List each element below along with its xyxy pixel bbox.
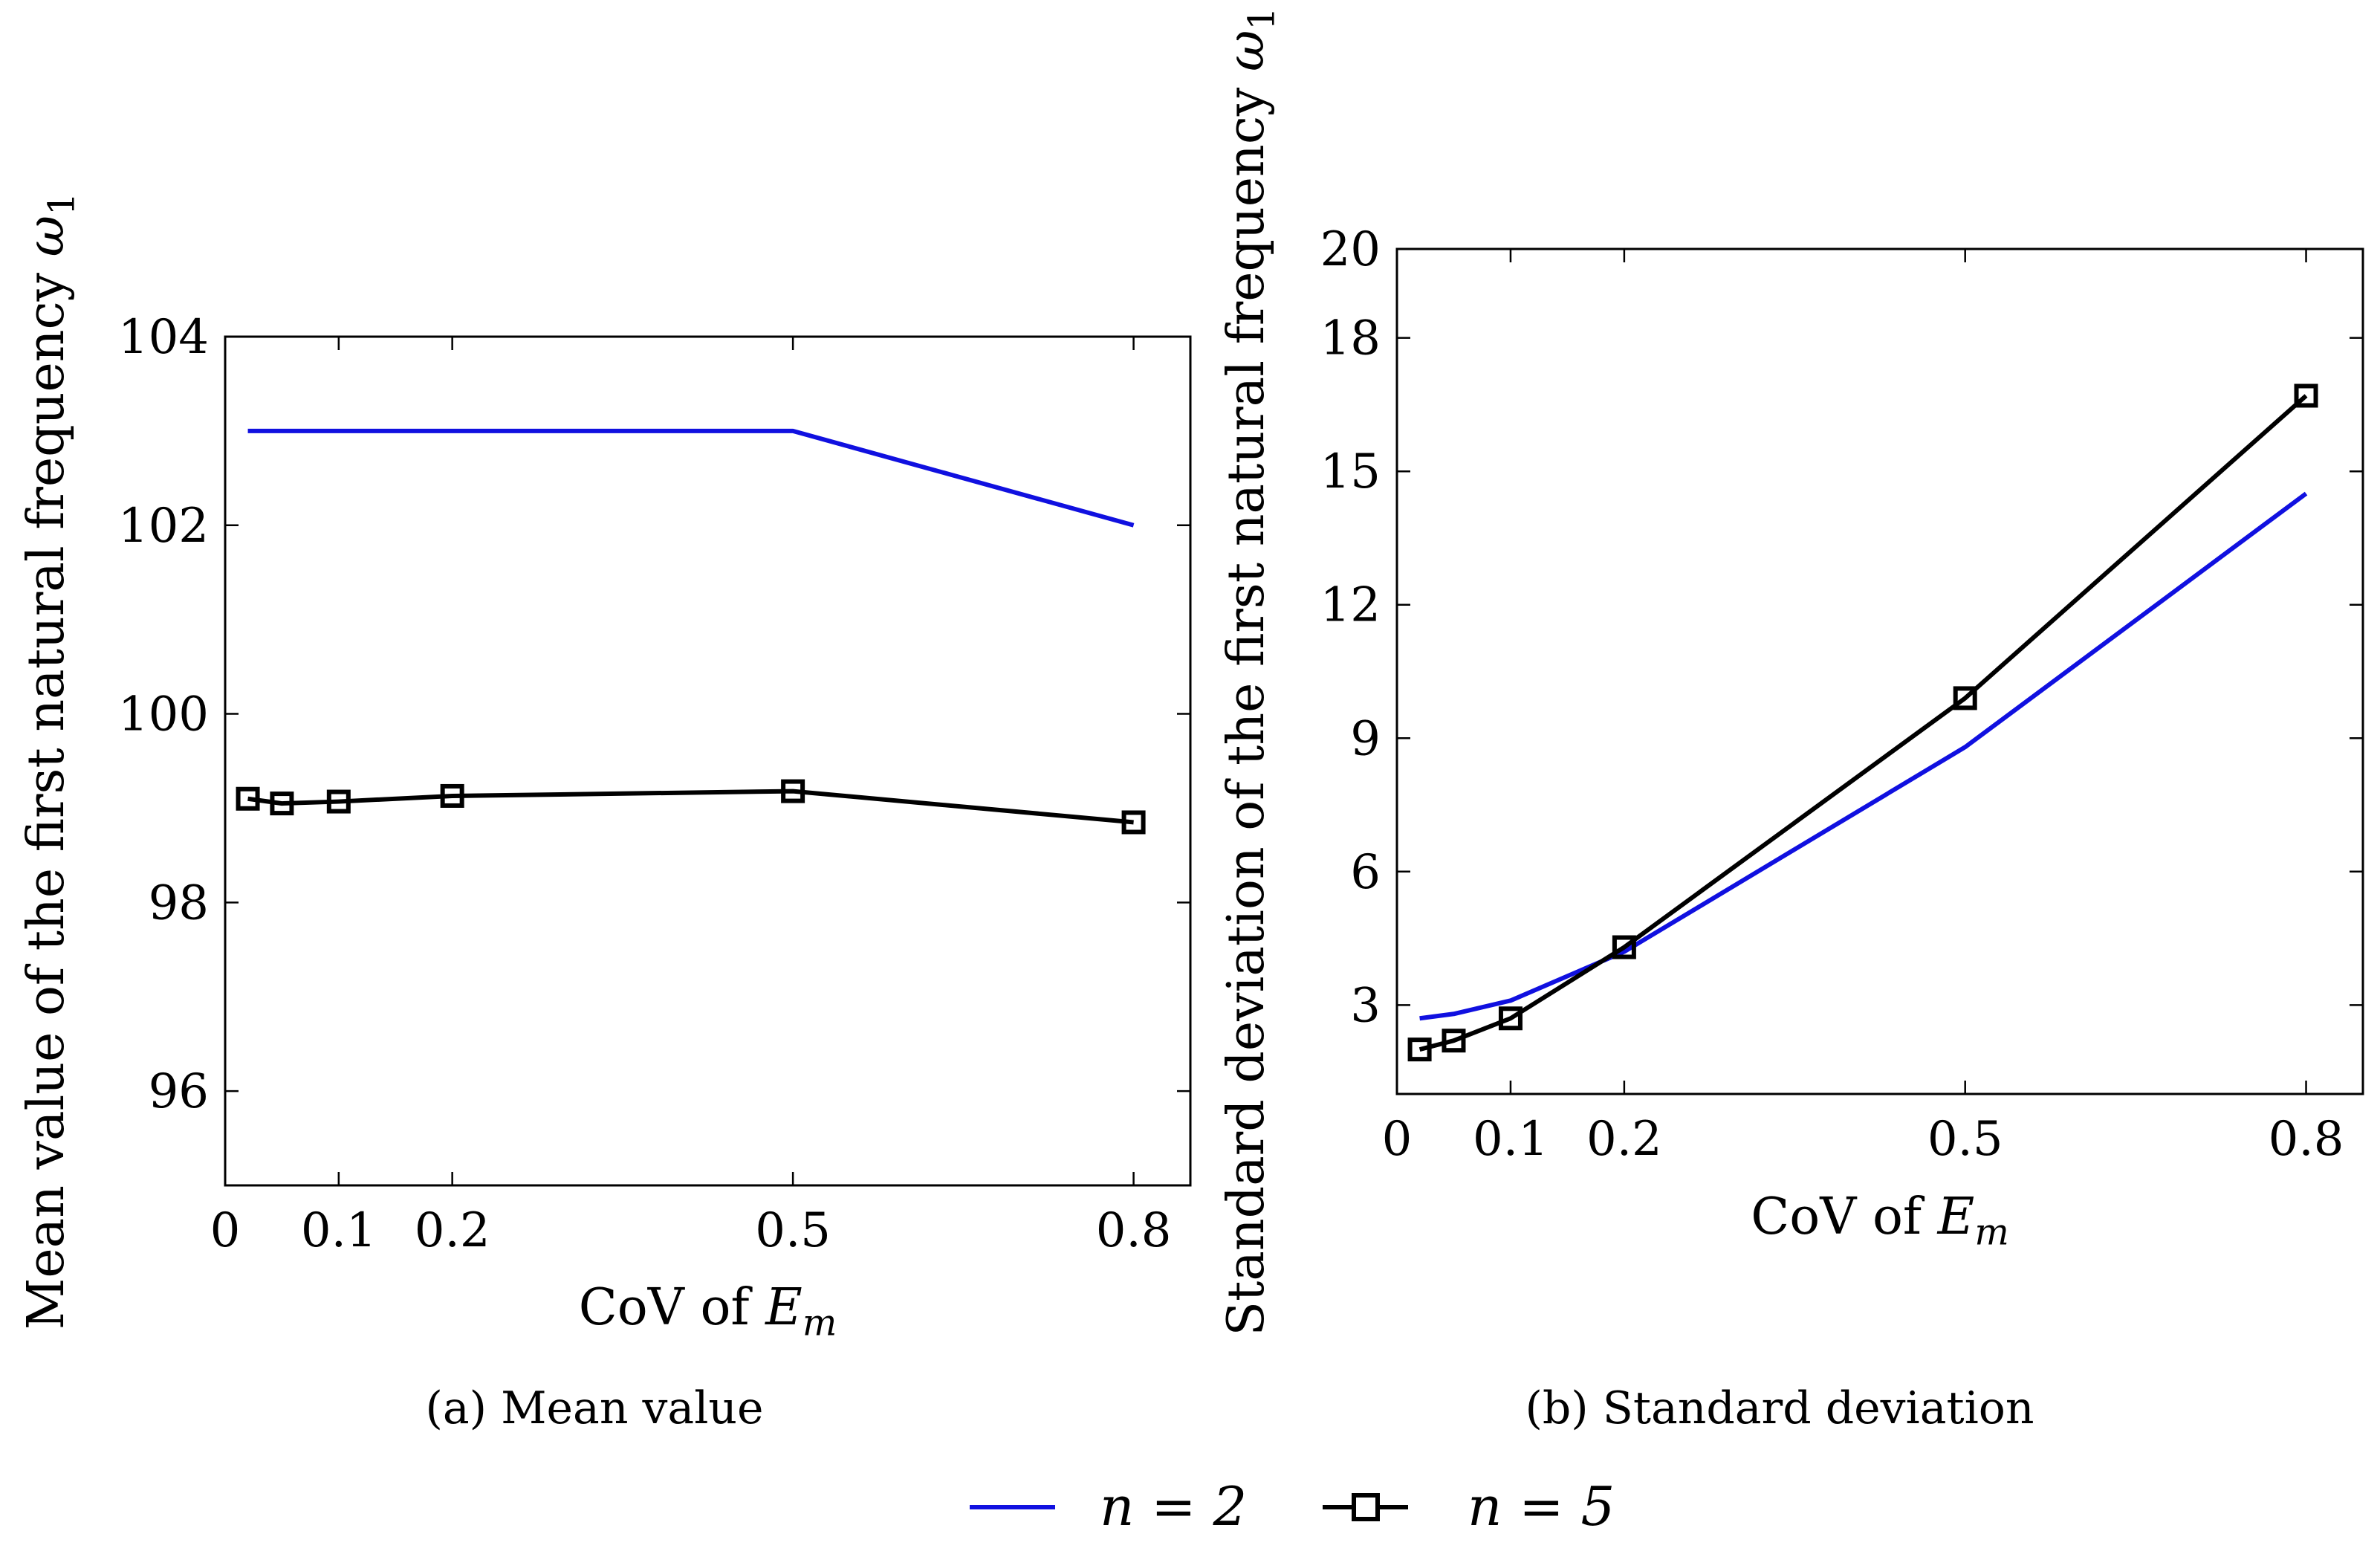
- data-point: [1407, 1037, 1432, 1062]
- y-tick-label: 3: [1350, 978, 1381, 1033]
- panel-a-mean-value: 0 0.1 0.2 0.5 0.8 96 98 100 102 104 CoV of Em Mean …: [17, 192, 1192, 1434]
- data-point: [1498, 1006, 1523, 1031]
- data-point: [1121, 810, 1146, 835]
- data-point: [440, 783, 464, 808]
- series-line-2: [1418, 394, 2308, 1052]
- data-point: [236, 786, 260, 811]
- y-tick-label: 98: [149, 875, 209, 930]
- y-tick-label: 102: [118, 499, 209, 554]
- panel-b-standard-deviation: 0 0.1 0.2 0.5 0.8 3 6 9 12 15 18 20 CoV of Em Standar…: [1217, 7, 2364, 1434]
- series-line-2: [247, 789, 1134, 825]
- x-axis-label: CoV of Em: [579, 1278, 837, 1344]
- y-axis-label: Standard deviation of the first natural …: [1217, 7, 1283, 1336]
- y-tick-label: 12: [1320, 578, 1381, 633]
- legend-label-n2: n = 2: [1100, 1475, 1247, 1538]
- data-point: [326, 789, 351, 814]
- plot-frame: [224, 335, 1192, 1187]
- data-point: [1612, 935, 1636, 959]
- x-axis-label: CoV of Em: [1751, 1188, 2008, 1254]
- x-tick-label: 0: [1382, 1112, 1413, 1167]
- data-point: [1953, 686, 1977, 710]
- y-tick-label: 96: [149, 1064, 209, 1119]
- data-point: [781, 779, 805, 803]
- y-tick-label: 20: [1320, 222, 1381, 277]
- x-tick-label: 0.2: [415, 1203, 490, 1258]
- series-line-1: [247, 428, 1135, 528]
- x-tick-label: 0: [210, 1203, 241, 1258]
- x-tick-label: 0.2: [1586, 1112, 1662, 1167]
- x-tick-label: 0.5: [1927, 1112, 2003, 1167]
- x-tick-label: 0.5: [755, 1203, 831, 1258]
- y-tick-label: 15: [1320, 444, 1381, 499]
- y-tick-label: 6: [1350, 845, 1381, 900]
- data-point: [2294, 383, 2318, 408]
- x-tick-label: 0.1: [1473, 1112, 1549, 1167]
- legend-marker-n5: [1352, 1493, 1380, 1521]
- plot-frame: [1395, 247, 2364, 1095]
- data-point: [270, 791, 294, 816]
- legend-label-n5: n = 5: [1468, 1475, 1615, 1538]
- y-tick-label: 9: [1350, 711, 1381, 766]
- data-point: [1442, 1029, 1466, 1053]
- x-tick-label: 0.1: [301, 1203, 377, 1258]
- y-tick-label: 18: [1320, 311, 1381, 366]
- x-tick-label: 0.8: [1096, 1203, 1172, 1258]
- y-axis-label: Mean value of the first natural frequenc…: [17, 192, 83, 1330]
- x-tick-label: 0.8: [2269, 1112, 2344, 1167]
- y-tick-label: 104: [118, 310, 209, 365]
- subfigure-caption: (a) Mean value: [425, 1382, 763, 1434]
- series-line-1: [1419, 491, 2308, 1021]
- y-tick-label: 100: [118, 687, 209, 742]
- subfigure-caption: (b) Standard deviation: [1525, 1382, 2034, 1434]
- legend: n = 2 n = 5: [970, 1475, 1615, 1538]
